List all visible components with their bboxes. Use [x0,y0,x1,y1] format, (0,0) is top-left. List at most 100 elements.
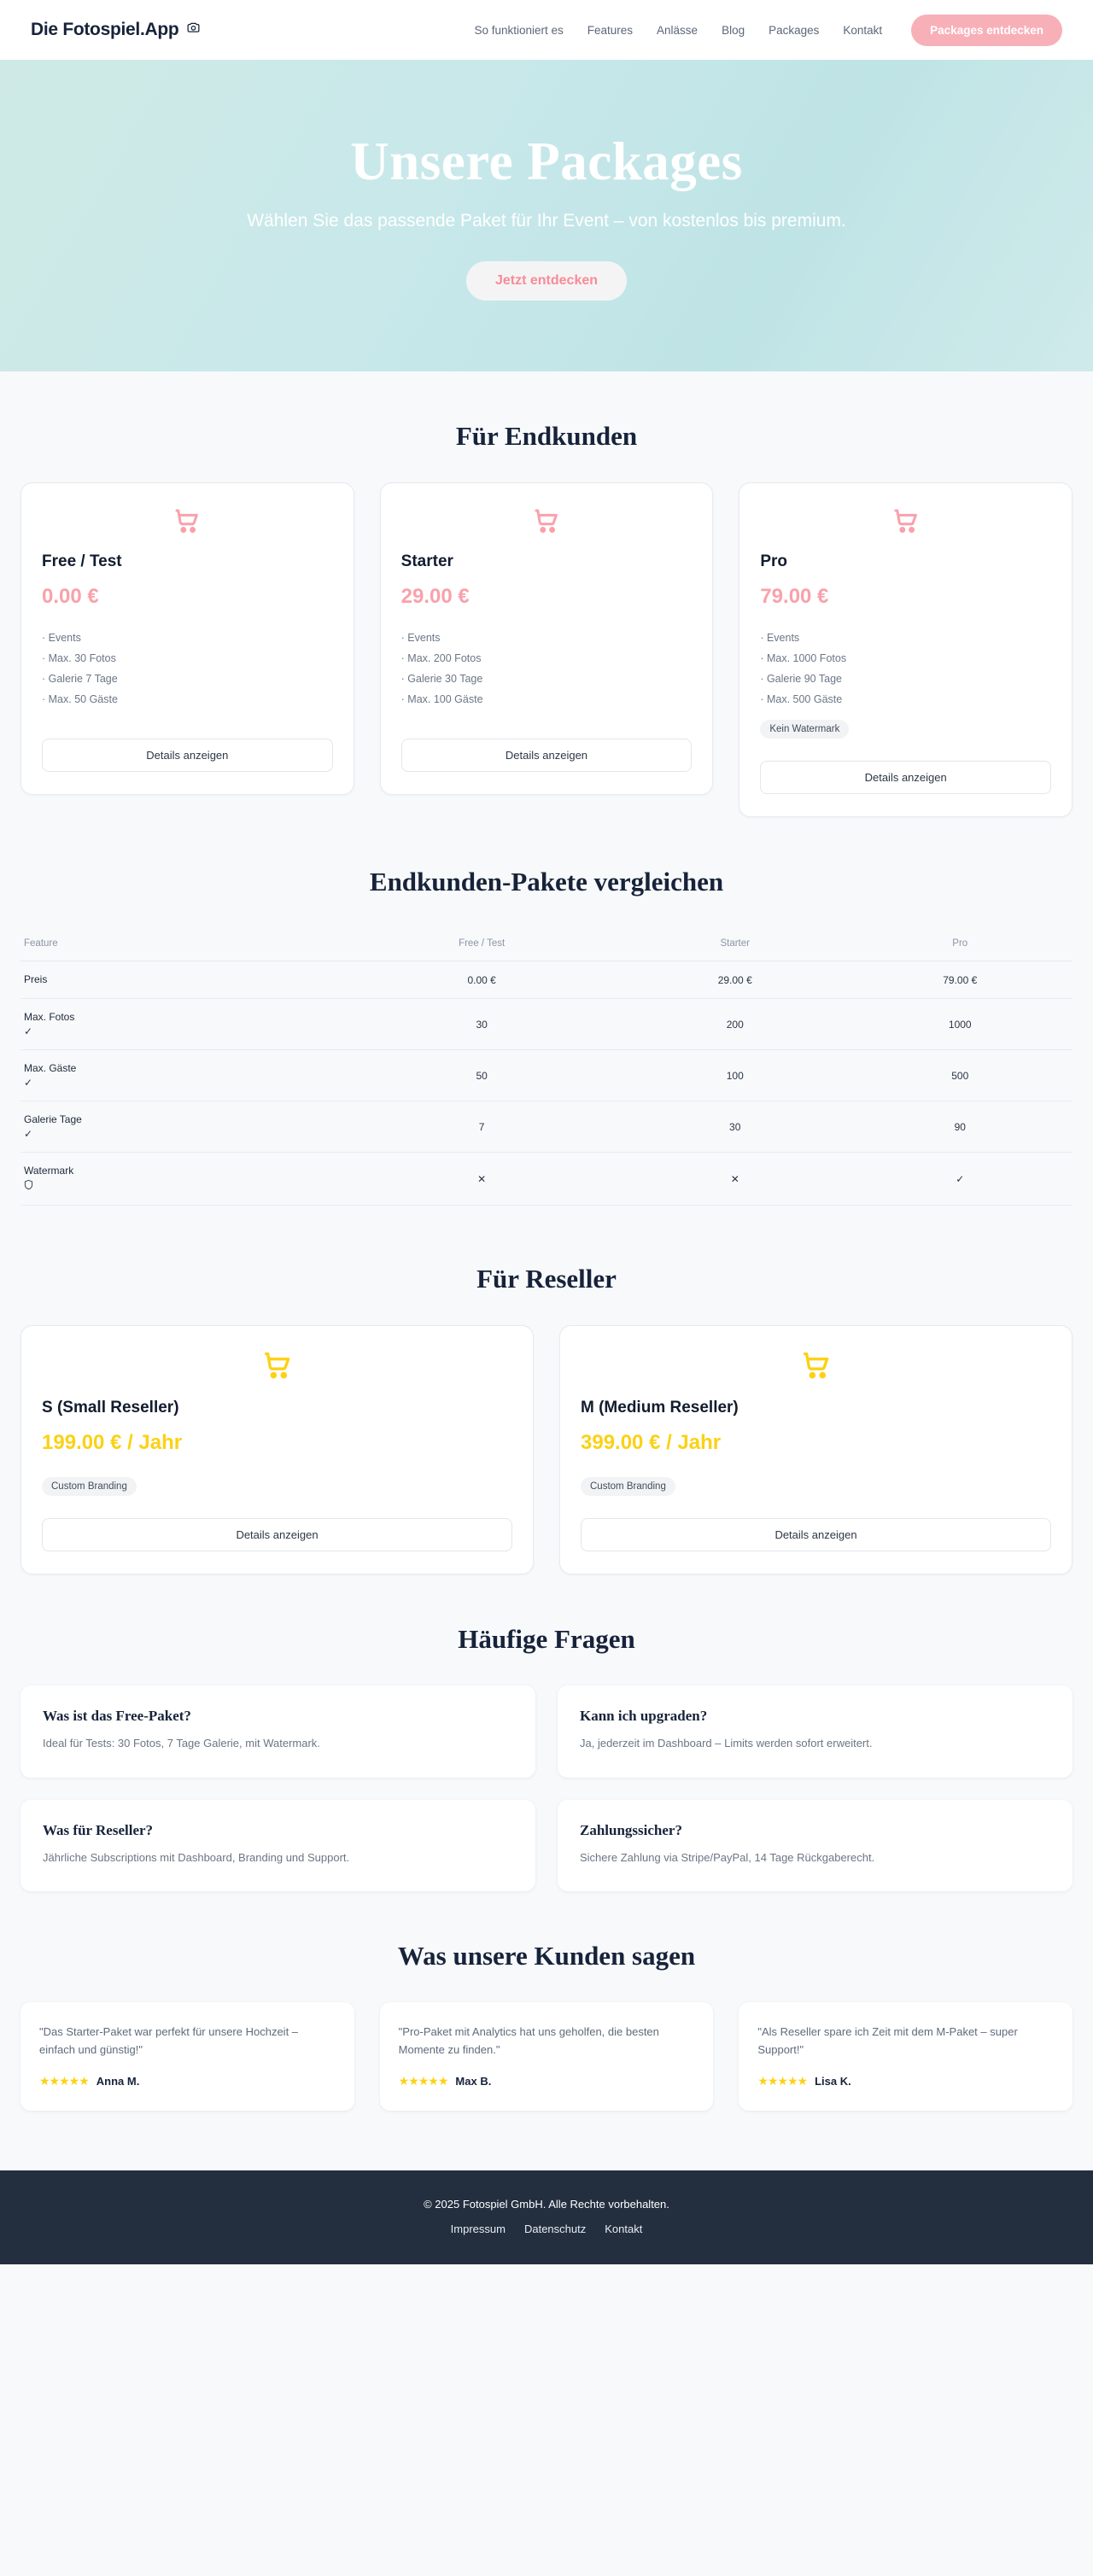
testimonial-card: "Das Starter-Paket war perfekt für unser… [20,2002,354,2112]
package-price: 399.00 € / Jahr [581,1431,722,1454]
details-anzeigen-button[interactable]: Details anzeigen [42,739,333,772]
nav-item-anlaesse[interactable]: Anlässe [657,23,698,37]
cell-value: 7 [341,1101,622,1153]
row-feature-max-fotos: Max. Fotos ✓ [20,998,342,1050]
shopping-cart-icon [760,505,1051,540]
check-icon: ✓ [24,1077,33,1089]
faq-item[interactable]: Was ist das Free-Paket? Ideal für Tests:… [20,1685,535,1778]
hero-section: Unsere Packages Wählen Sie das passende … [0,60,1093,371]
feature-label: Galerie Tage [24,1113,82,1125]
nav-item-kontakt[interactable]: Kontakt [843,23,883,37]
footer-copyright: © 2025 Fotospiel GmbH. Alle Rechte vorbe… [424,2198,669,2211]
row-feature-watermark: Watermark [20,1152,342,1206]
table-body: Preis 0.00 € 29.00 € 79.00 € Max. Fotos … [20,961,1073,1206]
shopping-cart-icon [42,1348,512,1387]
footer-link-impressum[interactable]: Impressum [450,2223,506,2236]
footer-link-kontakt[interactable]: Kontakt [605,2223,643,2236]
cell-value: 90 [847,1101,1073,1153]
shield-icon [24,1179,334,1193]
package-name: Free / Test [42,552,122,570]
nav-item-so-funktioniert-es[interactable]: So funktioniert es [474,23,564,37]
feature-label: Watermark [24,1165,74,1177]
package-feature: · Max. 50 Gäste [42,693,118,705]
endkunden-cards: Free / Test 0.00 € · Events · Max. 30 Fo… [20,482,1073,817]
package-feature: · Galerie 30 Tage [400,673,483,685]
package-feature: · Max. 30 Fotos [42,652,116,664]
shopping-cart-icon [401,505,693,540]
testimonial-quote: "Das Starter-Paket war perfekt für unser… [39,2025,299,2057]
site-header: Die Fotospiel.App So funktioniert es Fea… [0,0,1093,60]
package-feature: · Max. 1000 Fotos [760,652,847,664]
footer-links: Impressum Datenschutz Kontakt [0,2223,1093,2235]
table-header-row: Feature Free / Test Starter Pro [20,928,1073,961]
package-feature: · Max. 500 Gäste [760,693,843,705]
package-card-starter[interactable]: Starter 29.00 € · Events · Max. 200 Foto… [379,482,714,795]
package-card-medium-reseller[interactable]: M (Medium Reseller) 399.00 € / Jahr Cust… [559,1325,1073,1574]
details-anzeigen-button[interactable]: Details anzeigen [581,1518,1051,1551]
nav-item-blog[interactable]: Blog [722,23,745,37]
package-name: Starter [400,552,453,570]
cell-value: 30 [341,998,622,1050]
compare-table-wrapper: Feature Free / Test Starter Pro Preis 0.… [20,928,1073,1214]
row-feature-preis: Preis [20,961,342,999]
endkunden-title: Für Endkunden [455,421,638,451]
compare-table: Feature Free / Test Starter Pro Preis 0.… [20,928,1073,1206]
check-icon: ✓ [24,1025,33,1037]
cell-value: 50 [341,1049,622,1101]
package-feature: · Events [42,632,81,644]
table-row: Watermark ✕ ✕ ✓ [20,1152,1073,1206]
faq-answer: Ja, jederzeit im Dashboard – Limits werd… [580,1737,873,1749]
jetzt-entdecken-button[interactable]: Jetzt entdecken [465,261,628,301]
brand-name: Die Fotospiel.App [31,20,179,39]
feature-label: Max. Fotos [24,1011,75,1023]
testimonial-card: "Pro-Paket mit Analytics hat uns geholfe… [379,2002,714,2112]
footer-link-datenschutz[interactable]: Datenschutz [523,2223,587,2236]
package-feature: · Events [400,632,441,644]
cell-mark-no: ✕ [622,1152,848,1206]
package-feature: · Max. 100 Gäste [400,693,483,705]
table-row: Max. Gäste ✓ 50 100 500 [20,1049,1073,1101]
feature-label: Max. Gäste [24,1062,77,1074]
cell-value: 29.00 € [622,961,848,999]
testimonial-author: Max B. [455,2075,492,2088]
table-row: Preis 0.00 € 29.00 € 79.00 € [20,961,1073,999]
packages-entdecken-button[interactable]: Packages entdecken [911,14,1062,46]
package-price: 0.00 € [42,585,99,608]
package-card-free-test[interactable]: Free / Test 0.00 € · Events · Max. 30 Fo… [20,482,354,795]
details-anzeigen-button[interactable]: Details anzeigen [400,739,693,772]
column-header-feature: Feature [20,928,342,961]
cell-value: 0.00 € [341,961,622,999]
package-feature: · Events [760,632,800,644]
package-card-pro[interactable]: Pro 79.00 € · Events · Max. 1000 Fotos ·… [739,482,1073,817]
status-badge-kein-watermark: Kein Watermark [760,720,850,739]
testimonial-quote: "Pro-Paket mit Analytics hat uns geholfe… [398,2025,659,2057]
faq-question: Kann ich upgraden? [580,1708,708,1724]
details-anzeigen-button[interactable]: Details anzeigen [760,761,1051,794]
package-price: 79.00 € [760,585,829,608]
faq-answer: Sichere Zahlung via Stripe/PayPal, 14 Ta… [580,1850,875,1864]
status-badge-custom-branding: Custom Branding [42,1477,137,1496]
details-anzeigen-button[interactable]: Details anzeigen [42,1518,512,1551]
testimonials-row: "Das Starter-Paket war perfekt für unser… [20,2002,1073,2170]
faq-item[interactable]: Zahlungssicher? Sichere Zahlung via Stri… [558,1799,1073,1891]
faq-answer: Ideal für Tests: 30 Fotos, 7 Tage Galeri… [43,1737,320,1749]
faq-item[interactable]: Kann ich upgraden? Ja, jederzeit im Dash… [558,1685,1073,1778]
compare-title: Endkunden-Pakete vergleichen [369,867,724,897]
faq-item[interactable]: Was für Reseller? Jährliche Subscription… [20,1799,535,1891]
nav-item-features[interactable]: Features [587,23,634,37]
star-rating-icon: ★★★★★ [39,2074,90,2088]
cell-mark-no: ✕ [341,1152,622,1206]
testimonial-footer: ★★★★★ Lisa K. [757,2074,1054,2088]
cell-mark-yes: ✓ [847,1152,1073,1206]
hero-subtitle: Wählen Sie das passende Paket für Ihr Ev… [247,210,846,231]
nav-item-packages[interactable]: Packages [769,23,820,37]
testimonials-title: Was unsere Kunden sagen [397,1941,696,1971]
faq-question: Was ist das Free-Paket? [43,1708,191,1724]
brand-logo[interactable]: Die Fotospiel.App [31,20,201,40]
main-nav: So funktioniert es Features Anlässe Blog… [474,14,1062,46]
package-card-small-reseller[interactable]: S (Small Reseller) 199.00 € / Jahr Custo… [20,1325,534,1574]
table-row: Max. Fotos ✓ 30 200 1000 [20,998,1073,1050]
testimonial-quote: "Als Reseller spare ich Zeit mit dem M-P… [757,2025,1018,2057]
faq-title: Häufige Fragen [458,1624,635,1654]
camera-icon [186,20,201,40]
